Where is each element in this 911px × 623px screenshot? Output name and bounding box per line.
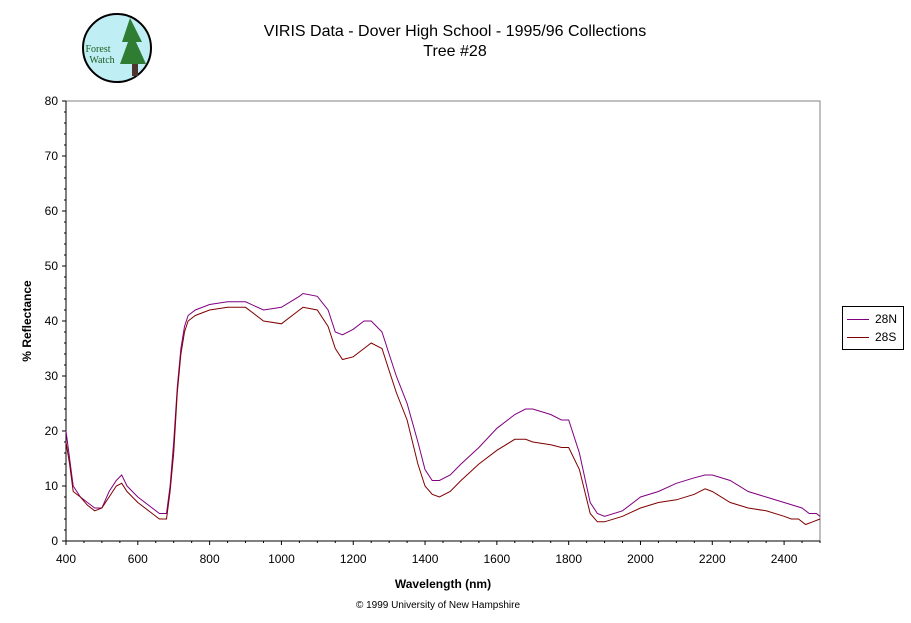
x-tick-label: 800 [200,552,220,566]
y-axis-label: % Reflectance [20,280,34,362]
copyright-notice: © 1999 University of New Hampshire [355,600,521,611]
x-tick-label: 1000 [268,552,295,566]
legend-swatch-28s [847,337,869,338]
y-tick-label: 40 [45,314,59,328]
x-tick-label: 2000 [627,552,654,566]
chart-subtitle: Tree #28 [423,43,487,60]
y-tick-label: 0 [51,534,58,548]
legend-label-28s: 28S [875,330,897,344]
legend-swatch-28n [847,319,869,320]
legend-item-28n: 28N [847,312,903,326]
y-tick-label: 70 [45,149,59,163]
logo-tree-icon [120,18,146,76]
legend-label-28n: 28N [875,312,898,326]
x-axis-label: Wavelength (nm) [395,577,491,591]
logo-text-watch: Watch [89,55,114,66]
y-tick-label: 60 [45,204,59,218]
x-tick-label: 1400 [412,552,439,566]
chart-title-block: VIRIS Data - Dover High School - 1995/96… [150,22,760,62]
x-tick-label: 1200 [340,552,367,566]
forest-watch-logo: Forest Watch [82,13,152,83]
y-tick-label: 10 [45,479,59,493]
x-tick-label: 400 [56,552,76,566]
chart-legend: 28N 28S [842,306,904,350]
y-tick-label: 30 [45,369,59,383]
y-tick-label: 80 [45,94,59,108]
x-tick-label: 2400 [771,552,798,566]
x-tick-label: 1800 [555,552,582,566]
x-tick-label: 2200 [699,552,726,566]
logo-text-forest: Forest [86,44,111,55]
chart-title: VIRIS Data - Dover High School - 1995/96… [263,23,647,40]
x-tick-label: 600 [128,552,148,566]
y-tick-label: 20 [45,424,59,438]
series-line-28n [65,292,821,517]
y-tick-label: 50 [45,259,59,273]
x-tick-label: 1600 [484,552,511,566]
series-line-28s [65,306,821,526]
legend-item-28s: 28S [847,330,903,344]
